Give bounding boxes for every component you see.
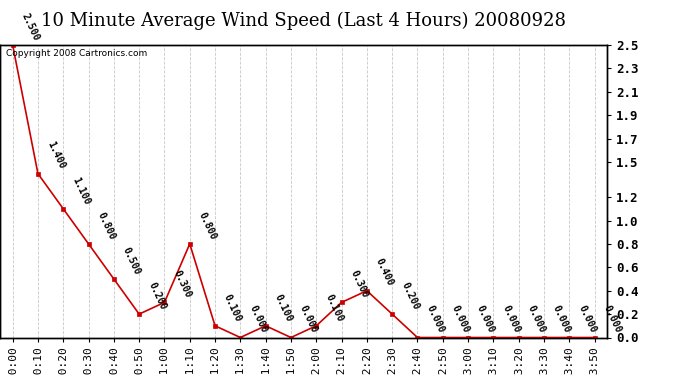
- Text: 0.300: 0.300: [348, 269, 370, 300]
- Text: 0.100: 0.100: [273, 292, 294, 323]
- Text: Copyright 2008 Cartronics.com: Copyright 2008 Cartronics.com: [6, 50, 148, 58]
- Text: 0.000: 0.000: [526, 304, 547, 335]
- Text: 0.000: 0.000: [576, 304, 598, 335]
- Text: 0.000: 0.000: [450, 304, 471, 335]
- Text: 0.000: 0.000: [551, 304, 573, 335]
- Text: 10 Minute Average Wind Speed (Last 4 Hours) 20080928: 10 Minute Average Wind Speed (Last 4 Hou…: [41, 11, 566, 30]
- Text: 0.000: 0.000: [298, 304, 319, 335]
- Text: 1.100: 1.100: [70, 175, 92, 206]
- Text: 0.800: 0.800: [95, 210, 117, 241]
- Text: 0.400: 0.400: [374, 257, 395, 288]
- Text: 0.300: 0.300: [171, 269, 193, 300]
- Text: 0.100: 0.100: [323, 292, 345, 323]
- Text: 0.000: 0.000: [500, 304, 522, 335]
- Text: 0.000: 0.000: [475, 304, 497, 335]
- Text: 0.000: 0.000: [424, 304, 446, 335]
- Text: 0.100: 0.100: [222, 292, 244, 323]
- Text: 0.500: 0.500: [121, 245, 142, 276]
- Text: 0.200: 0.200: [399, 280, 421, 311]
- Text: 0.200: 0.200: [146, 280, 168, 311]
- Text: 0.800: 0.800: [197, 210, 218, 241]
- Text: 0.000: 0.000: [602, 304, 623, 335]
- Text: 2.500: 2.500: [19, 11, 41, 42]
- Text: 1.400: 1.400: [45, 140, 66, 171]
- Text: 0.000: 0.000: [247, 304, 269, 335]
